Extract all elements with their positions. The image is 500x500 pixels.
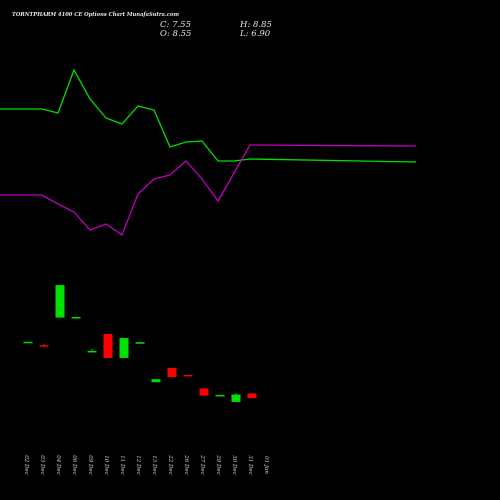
chart-title: TORNTPHARM 4100 CE Options Chart MunafaS… (12, 12, 179, 18)
x-tick-label: 02 Dec (23, 455, 29, 475)
price-line-0 (0, 68, 417, 163)
candle-body (71, 316, 81, 319)
x-tick-label: 01 Jan (263, 456, 269, 474)
x-tick-label: 31 Dec (247, 455, 253, 475)
high-value: H: 8.85 (240, 20, 272, 30)
x-tick-label: 10 Dec (103, 455, 109, 475)
price-line-1 (0, 144, 417, 237)
x-tick-label: 03 Dec (39, 455, 45, 475)
candle-body (183, 374, 193, 377)
x-tick-label: 29 Dec (215, 454, 221, 475)
x-tick-label: 22 Dec (167, 454, 173, 475)
x-tick-label: 13 Dec (151, 455, 157, 475)
x-tick-label: 04 Dec (55, 455, 61, 475)
candle-body (199, 388, 209, 396)
candle-body (55, 285, 65, 318)
candles-group (23, 285, 257, 402)
x-axis-ticks: 02 Dec 03 Dec 04 Dec 06 Dec 09 Dec 10 Dec 11 D… (23, 454, 269, 475)
x-tick-label: 26 Dec (183, 454, 189, 475)
open-value: O: 8.55 (160, 29, 192, 39)
x-tick-label: 12 Dec (135, 455, 141, 475)
candle-body (151, 379, 161, 383)
candle-body (39, 345, 49, 347)
candle-body (215, 394, 225, 397)
x-tick-label: 30 Dec (231, 455, 237, 475)
candle-body (167, 367, 177, 378)
candle-body (87, 350, 97, 353)
close-value: C: 7.55 (160, 20, 191, 30)
candle-body (23, 341, 33, 344)
x-tick-label: 27 Dec (199, 454, 205, 475)
candle-body (119, 337, 129, 358)
x-tick-label: 11 Dec (119, 455, 125, 475)
candle-body (103, 333, 113, 358)
candle-body (247, 393, 257, 399)
candle-body (135, 342, 145, 344)
x-tick-label: 09 Dec (87, 455, 93, 475)
low-value: L: 6.90 (240, 29, 271, 39)
candle-body (231, 394, 241, 402)
line-series-group (0, 68, 417, 237)
x-tick-label: 06 Dec (71, 455, 77, 475)
